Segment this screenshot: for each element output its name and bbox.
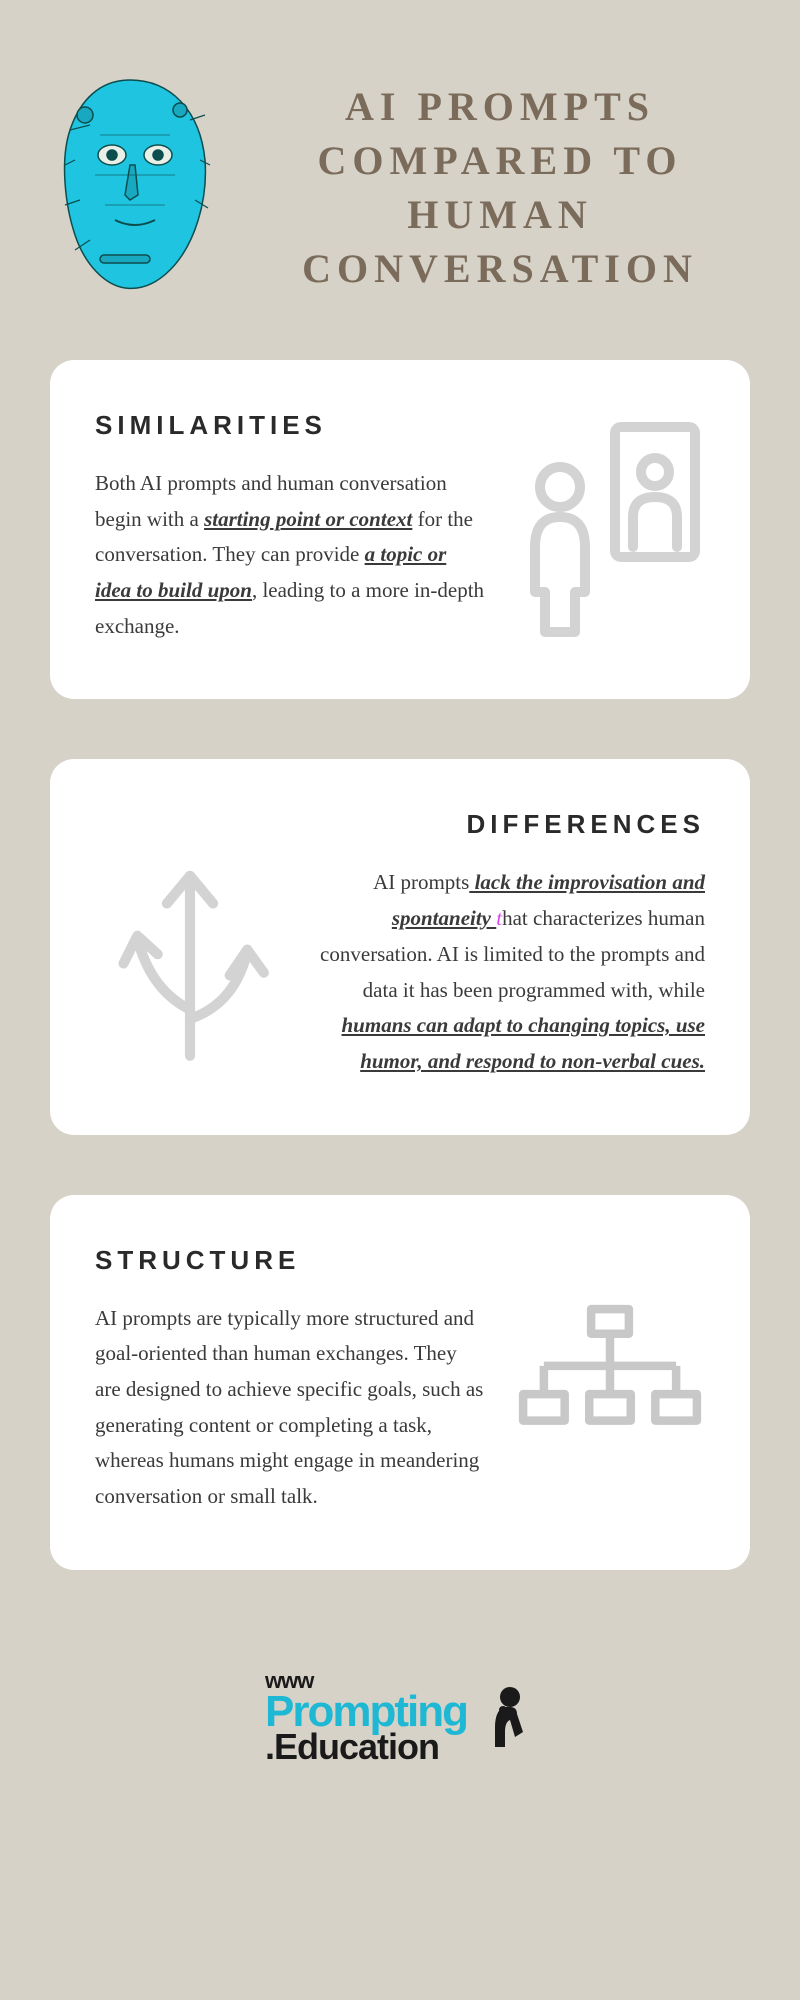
robot-head-icon [30, 60, 230, 300]
footer: www Prompting .Education [0, 1630, 800, 1764]
thinker-icon [475, 1682, 535, 1752]
person-mirror-icon [515, 410, 705, 644]
structure-card: STRUCTURE AI prompts are typically more … [50, 1195, 750, 1570]
differences-body: AI prompts lack the improvisation and sp… [315, 865, 705, 1079]
similarities-heading: SIMILARITIES [95, 410, 485, 441]
similarities-card: SIMILARITIES Both AI prompts and human c… [50, 360, 750, 699]
differences-text-block: DIFFERENCES AI prompts lack the improvis… [315, 809, 705, 1079]
arrows-diverge-icon [95, 809, 285, 1079]
structure-heading: STRUCTURE [95, 1245, 485, 1276]
footer-education: .Education [265, 1731, 467, 1763]
similarities-body: Both AI prompts and human conversation b… [95, 466, 485, 644]
hierarchy-icon [515, 1245, 705, 1515]
header: AI PROMPTS COMPARED TO HUMAN CONVERSATIO… [0, 40, 800, 360]
differences-heading: DIFFERENCES [315, 809, 705, 840]
differences-card: DIFFERENCES AI prompts lack the improvis… [50, 759, 750, 1134]
structure-text-block: STRUCTURE AI prompts are typically more … [95, 1245, 485, 1515]
similarities-text-block: SIMILARITIES Both AI prompts and human c… [95, 410, 485, 644]
structure-body: AI prompts are typically more structured… [95, 1301, 485, 1515]
page-title: AI PROMPTS COMPARED TO HUMAN CONVERSATIO… [250, 60, 750, 296]
footer-logo-text: www Prompting .Education [265, 1670, 467, 1764]
